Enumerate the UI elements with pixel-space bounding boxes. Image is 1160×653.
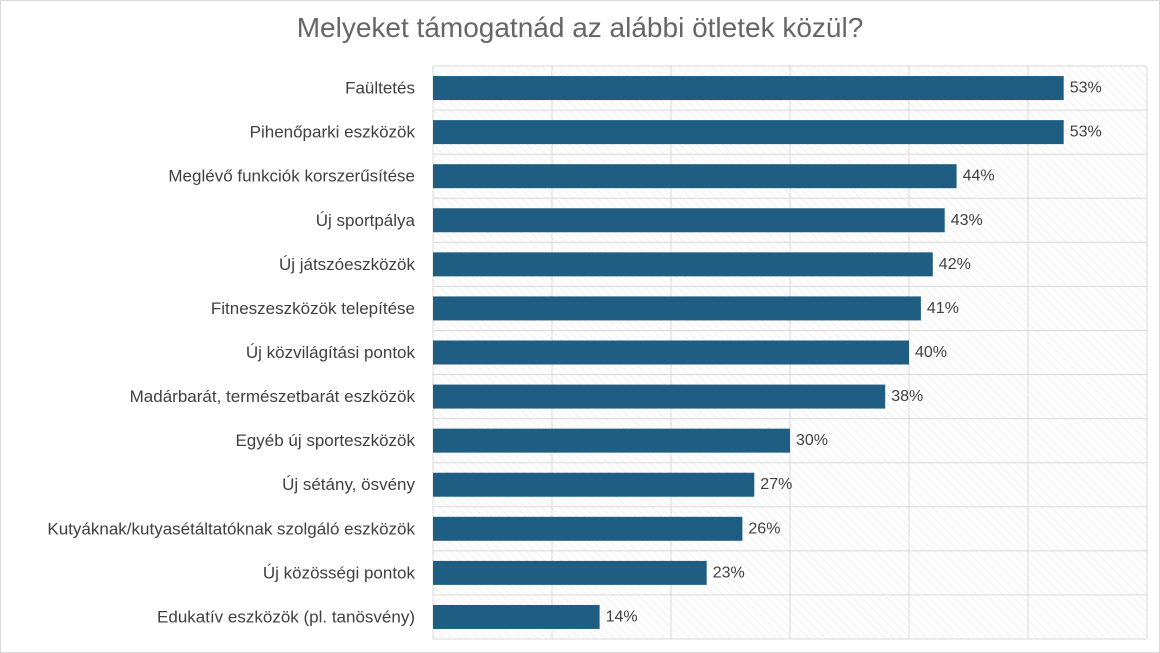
category-label: Edukatív eszközök (pl. tanösvény) xyxy=(157,607,415,626)
bar xyxy=(433,76,1064,101)
data-label: 53% xyxy=(1070,80,1102,97)
bar xyxy=(433,384,886,409)
bar xyxy=(433,208,945,233)
category-label: Kutyáknak/kutyasétáltatóknak szolgáló es… xyxy=(47,519,415,538)
category-label: Egyéb új sporteszközök xyxy=(235,431,415,450)
bar xyxy=(433,340,909,365)
category-label: Új közvilágítási pontok xyxy=(246,343,416,362)
data-label: 40% xyxy=(915,344,947,361)
data-label: 14% xyxy=(606,608,638,625)
category-label: Új sportpálya xyxy=(316,211,416,230)
category-label: Meglévő funkciók korszerűsítése xyxy=(168,167,415,186)
bar xyxy=(433,472,755,497)
data-label: 38% xyxy=(891,388,923,405)
category-label: Pihenőparki eszközök xyxy=(250,123,416,142)
category-label: Faültetés xyxy=(345,79,415,98)
bar xyxy=(433,428,790,453)
category-label: Új játszóeszközök xyxy=(279,255,416,274)
bar xyxy=(433,516,743,541)
data-label: 43% xyxy=(951,212,983,229)
data-label: 26% xyxy=(748,520,780,537)
category-label: Új közösségi pontok xyxy=(263,563,416,582)
bar xyxy=(433,604,600,629)
data-label: 53% xyxy=(1070,124,1102,141)
data-label: 30% xyxy=(796,432,828,449)
bar xyxy=(433,120,1064,145)
bar xyxy=(433,164,957,189)
bar xyxy=(433,560,707,585)
category-label: Madárbarát, természetbarát eszközök xyxy=(130,387,416,406)
category-label: Fitneszeszközök telepítése xyxy=(211,299,415,318)
data-label: 44% xyxy=(963,168,995,185)
data-label: 42% xyxy=(939,256,971,273)
data-label: 23% xyxy=(713,564,745,581)
bar xyxy=(433,296,921,321)
data-label: 27% xyxy=(760,476,792,493)
bar xyxy=(433,252,933,277)
data-label: 41% xyxy=(927,300,959,317)
chart-title: Melyeket támogatnád az alábbi ötletek kö… xyxy=(296,12,864,43)
category-label: Új sétány, ösvény xyxy=(282,475,415,494)
